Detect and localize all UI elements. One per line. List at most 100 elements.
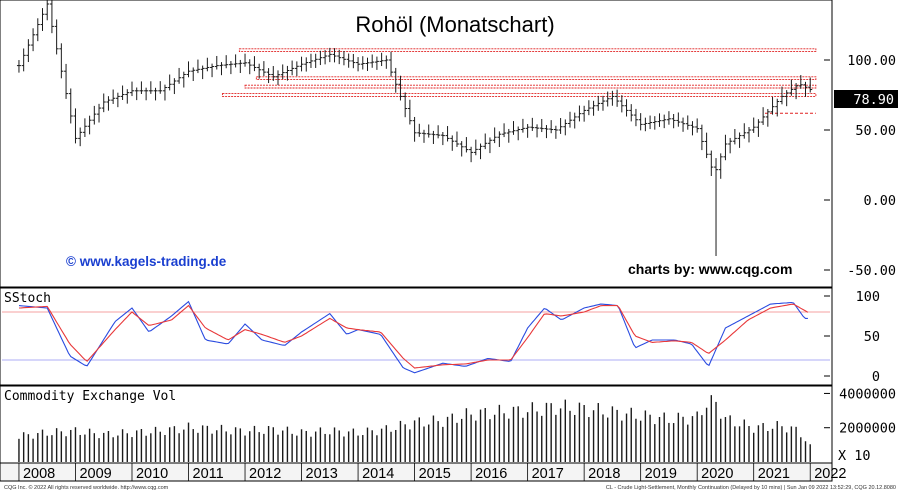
price-bar [82, 118, 87, 137]
price-bar [539, 118, 544, 133]
price-bar [299, 56, 304, 72]
x-tick-label: 2015 [419, 466, 451, 482]
price-bar [78, 127, 83, 147]
price-tick-label: 50.00 [855, 123, 896, 139]
price-bar [205, 57, 210, 72]
price-bar [732, 128, 737, 145]
price-bar [200, 65, 205, 80]
price-bar [699, 124, 704, 151]
price-bar [210, 63, 215, 78]
price-bar [633, 108, 638, 127]
price-bar [337, 49, 342, 65]
price-bar [765, 108, 770, 127]
watermark-left: © www.kagels-trading.de [66, 254, 227, 269]
price-bar [643, 117, 648, 132]
price-bar [224, 55, 229, 69]
x-tick-label: 2016 [475, 466, 507, 482]
x-tick-label: 2012 [249, 466, 281, 482]
price-bar [374, 56, 379, 70]
price-bar [591, 100, 596, 116]
price-bar [770, 96, 775, 115]
price-bar [506, 128, 511, 143]
price-bar [252, 56, 257, 72]
price-bar [582, 105, 587, 122]
watermark-right: charts by: www.cqg.com [628, 261, 792, 277]
price-bar [577, 105, 582, 122]
price-bar [605, 91, 610, 107]
price-tick-label: 0.00 [863, 193, 896, 209]
price-bar [695, 118, 700, 133]
price-bar [779, 86, 784, 105]
price-bar [525, 124, 530, 138]
price-panel-frame [0, 0, 833, 288]
price-bars [16, 0, 813, 256]
price-bar [313, 53, 318, 68]
price-bar [16, 60, 21, 73]
price-bar [139, 81, 144, 95]
x-tick-label: 2020 [701, 466, 733, 482]
resistance-zone [244, 84, 817, 89]
price-bar [195, 59, 200, 74]
price-bar [483, 133, 488, 150]
price-bar [129, 81, 134, 97]
price-bar [31, 28, 36, 52]
price-bar [238, 59, 243, 73]
price-bar [563, 119, 568, 136]
price-bar [535, 124, 540, 138]
price-bar [690, 121, 695, 136]
x-tick-label: 2008 [23, 466, 55, 482]
price-bar [360, 56, 365, 70]
stoch-tick-label: 50 [864, 329, 880, 345]
x-tick-label: 2011 [193, 466, 224, 482]
price-bar [153, 87, 158, 101]
price-bar [106, 96, 111, 111]
price-bar [115, 92, 120, 108]
price-bar [233, 54, 238, 68]
price-bar [808, 77, 813, 93]
price-bar [181, 71, 186, 88]
price-bar [440, 132, 445, 146]
price-bar [473, 139, 478, 156]
price-bar [666, 111, 671, 125]
x-tick-label: 2021 [758, 466, 790, 482]
x-tick-label: 2013 [306, 466, 338, 482]
price-bar [59, 43, 64, 79]
price-bar [35, 18, 40, 42]
volume-bars [18, 395, 811, 462]
price-bar [276, 70, 280, 86]
price-bar [619, 95, 624, 113]
x-tick-label: 2009 [79, 466, 111, 482]
stoch-tick-label: 100 [856, 289, 880, 305]
price-bar [186, 61, 191, 78]
price-bar [101, 93, 106, 113]
x-tick-label: 2014 [362, 466, 394, 482]
price-bar [794, 83, 799, 100]
price-bar [21, 48, 26, 72]
price-tick-label: 100.00 [847, 53, 896, 69]
price-bar [464, 137, 469, 153]
price-bar [346, 53, 351, 68]
price-bar [49, 0, 54, 34]
price-bar [219, 62, 224, 76]
price-bar [407, 99, 412, 125]
price-bar [379, 52, 384, 67]
price-bar [68, 88, 73, 124]
price-bar [73, 108, 78, 144]
price-bar [158, 81, 163, 94]
price-bar [243, 53, 248, 67]
price-bar [746, 127, 751, 143]
price-tick-label: -50.00 [847, 263, 896, 279]
price-bar [389, 51, 394, 77]
price-bar [600, 95, 605, 111]
footer-left: CQG Inc. © 2022 All rights reserved worl… [4, 484, 169, 491]
price-bar [492, 127, 497, 144]
price-bar [327, 47, 332, 63]
chart-title: Rohöl (Monatschart) [355, 12, 554, 37]
last-price-label: 78.90 [853, 92, 894, 108]
price-bar [125, 89, 130, 104]
price-bar [351, 53, 356, 69]
price-bar [723, 134, 728, 161]
price-bar [558, 118, 563, 134]
price-bar [412, 116, 417, 142]
